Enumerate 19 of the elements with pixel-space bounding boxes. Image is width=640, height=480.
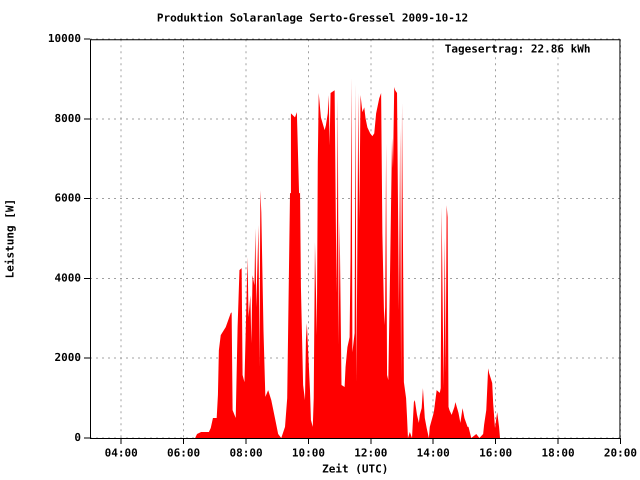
y-tick-label: 0 <box>74 430 81 444</box>
x-tick-label: 18:00 <box>541 446 575 460</box>
x-tick-label: 16:00 <box>479 446 512 460</box>
y-tick-label: 6000 <box>54 192 81 205</box>
y-tick-label: 2000 <box>54 351 81 364</box>
x-tick-label: 06:00 <box>167 446 200 460</box>
x-tick-label: 08:00 <box>229 446 263 460</box>
y-tick-label: 8000 <box>54 112 81 125</box>
y-tick-label: 10000 <box>48 32 81 46</box>
chart-title: Produktion Solaranlage Serto-Gressel 2009-10-12 <box>156 11 468 24</box>
y-tick-label: 4000 <box>54 271 81 284</box>
annotation: Tagesertrag: 22.86 kWh <box>444 42 590 56</box>
x-tick-label: 12:00 <box>354 446 388 460</box>
x-tick-label: 14:00 <box>416 446 450 460</box>
x-axis-title: Zeit (UTC) <box>322 462 388 476</box>
x-tick-label: 20:00 <box>604 446 638 460</box>
y-axis-title: Leistung [W] <box>3 198 16 278</box>
x-tick-label: 04:00 <box>104 446 138 460</box>
x-tick-label: 10:00 <box>292 446 325 460</box>
